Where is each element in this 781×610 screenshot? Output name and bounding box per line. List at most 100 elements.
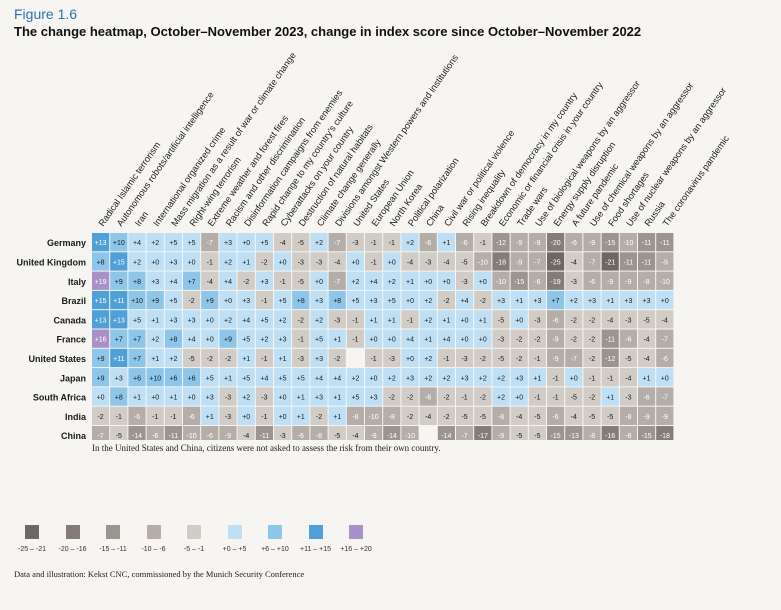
row-label: Italy [68,277,86,287]
heatmap-cell [110,387,128,406]
cell-value-label: -1 [461,395,467,402]
heatmap-cell [547,271,565,290]
cell-value-label: -2 [389,395,395,402]
cell-value-label: -1 [389,240,395,247]
cell-value-label: -4 [243,433,249,440]
cell-value-label: +3 [315,298,323,305]
cell-value-label: +1 [442,240,450,247]
heatmap-cell [255,252,273,271]
heatmap-cell [510,329,528,348]
heatmap-cell [656,310,674,329]
heatmap-cell [492,406,510,425]
legend-item: +6 – +10 [255,525,295,553]
cell-value-label: +3 [370,395,378,402]
cell-value-label: +9 [224,337,232,344]
cell-value-label: -4 [643,356,649,363]
heatmap-cell [383,329,401,348]
cell-value-label: -2 [480,356,486,363]
cell-value-label: -3 [461,279,467,286]
heatmap-cell [638,368,656,387]
heatmap-cell [237,368,255,387]
cell-value-label: -2 [534,337,540,344]
cell-value-label: -1 [261,356,267,363]
heatmap-cell [401,368,419,387]
cell-value-label: -6 [643,395,649,402]
cell-value-label: -4 [662,317,668,324]
cell-value-label: +2 [479,375,487,382]
cell-value-label: -15 [551,433,561,440]
heatmap-cell [528,271,546,290]
heatmap-cell [110,406,128,425]
cell-value-label: +5 [351,298,359,305]
heatmap-cell [328,252,346,271]
cell-value-label: +2 [351,279,359,286]
cell-value-label: +9 [206,298,214,305]
heatmap-cell [128,233,146,252]
cell-value-label: +3 [169,259,177,266]
cell-value-label: -5 [334,433,340,440]
heatmap-cell [474,387,492,406]
cell-value-label: -8 [389,414,395,421]
cell-value-label: -5 [498,317,504,324]
cell-value-label: -15 [605,240,615,247]
column-header: The coronavirus pandemic [661,133,732,228]
cell-value-label: +6 [188,375,196,382]
heatmap-cell [510,271,528,290]
heatmap-cell [528,290,546,310]
cell-value-label: -11 [605,337,615,344]
heatmap-cell [656,406,674,425]
cell-value-label: +10 [149,375,161,382]
cell-value-label: -10 [187,433,197,440]
heatmap-cell [92,310,110,329]
heatmap-cell [201,233,219,252]
heatmap-cell [110,310,128,329]
heatmap-cell [528,252,546,271]
cell-value-label: -1 [279,279,285,286]
heatmap-cell [310,290,328,310]
heatmap-cell [547,406,565,425]
heatmap-cell [656,329,674,348]
heatmap-cell [110,252,128,271]
cell-value-label: -2 [589,356,595,363]
heatmap-cell [656,290,674,310]
heatmap-cell [547,290,565,310]
heatmap-cell [346,233,364,252]
cell-value-label: -9 [552,356,558,363]
cell-value-label: -7 [97,433,103,440]
cell-value-label: +1 [370,317,378,324]
cell-value-label: +0 [188,395,196,402]
legend-swatch [25,525,39,539]
cell-value-label: +0 [479,337,487,344]
heatmap-cell [474,348,492,368]
cell-value-label: -1 [370,240,376,247]
heatmap-cell [456,252,474,271]
cell-value-label: +0 [279,259,287,266]
heatmap-cell [219,310,237,329]
cell-value-label: +3 [315,395,323,402]
heatmap-cell [419,252,437,271]
cell-value-label: +4 [224,279,232,286]
cell-value-label: +15 [113,259,125,266]
cell-value-label: -7 [207,240,213,247]
cell-value-label: +2 [424,356,432,363]
legend-item: -20 – -16 [53,525,93,553]
heatmap-cell [274,329,292,348]
cell-value-label: -9 [370,433,376,440]
cell-value-label: -3 [425,259,431,266]
heatmap-cell [656,233,674,252]
legend-label: -10 – -6 [141,546,166,553]
cell-value-label: -5 [480,414,486,421]
cell-value-label: +0 [661,375,669,382]
heatmap-cell [365,290,383,310]
heatmap-cell [510,310,528,329]
heatmap-cell [346,329,364,348]
cell-value-label: +0 [406,356,414,363]
legend-label: +6 – +10 [261,546,289,553]
heatmap-cell [401,426,419,440]
heatmap-cell [365,348,383,368]
heatmap-cell [456,329,474,348]
cell-value-label: -2 [298,317,304,324]
heatmap-cell [492,252,510,271]
cell-value-label: +2 [151,240,159,247]
heatmap-cell [128,310,146,329]
